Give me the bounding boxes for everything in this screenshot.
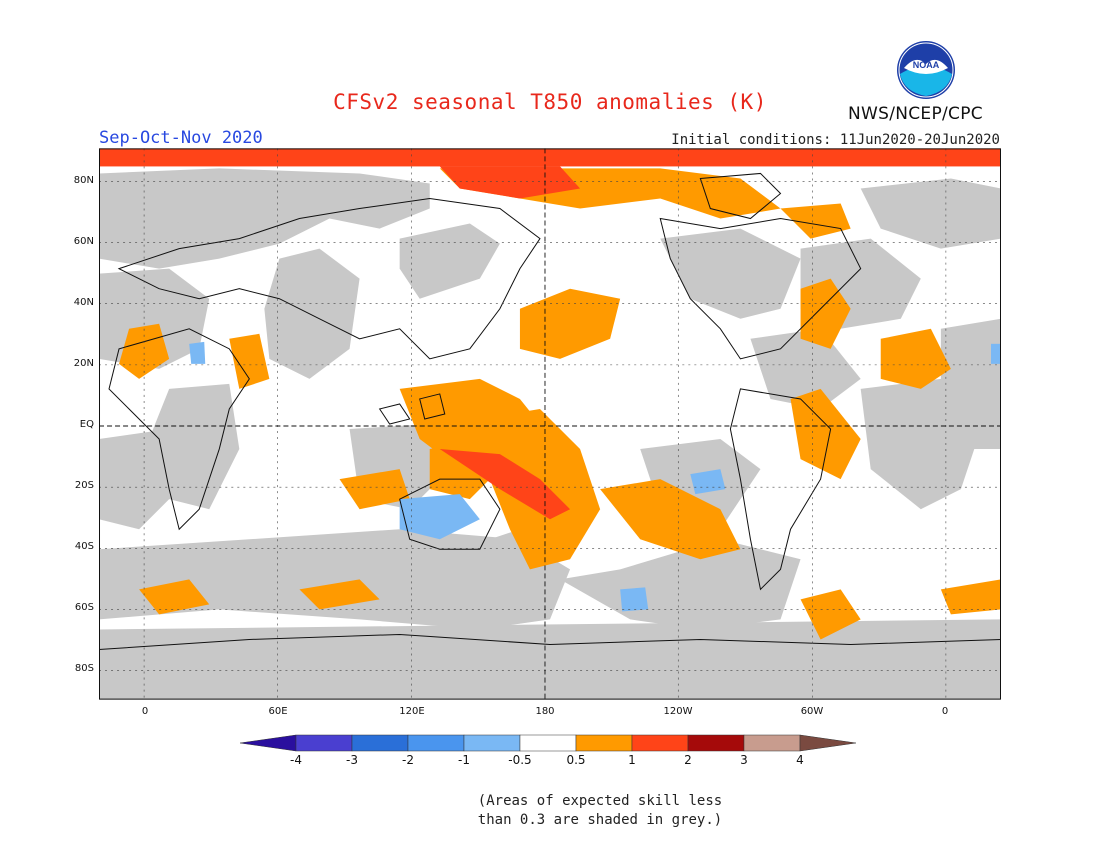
colorbar-segment [687, 734, 745, 752]
colorbar-segments [240, 734, 857, 752]
colorbar-tick-label: 4 [796, 753, 804, 767]
colorbar-segment [743, 734, 801, 752]
colorbar-tick-label: 3 [740, 753, 748, 767]
colorbar-segment [463, 734, 521, 752]
colorbar-segment [631, 734, 689, 752]
map-title: CFSv2 seasonal T850 anomalies (K) [333, 90, 767, 114]
lat-label: 80S [74, 663, 94, 674]
colorbar-tick-label: 1 [628, 753, 636, 767]
colorbar-segment [519, 734, 577, 752]
anomaly-map [99, 148, 1001, 700]
lat-label: 80N [73, 175, 94, 186]
colorbar-tick-label: -0.5 [508, 753, 532, 767]
reference-lines [99, 148, 1001, 700]
svg-text:NOAA: NOAA [913, 60, 940, 70]
season-label: Sep-Oct-Nov 2020 [99, 128, 263, 148]
colorbar-segment [407, 734, 465, 752]
colorbar-high-arrow [799, 734, 857, 752]
colorbar-segment [295, 734, 353, 752]
map-frame [99, 148, 1001, 700]
lon-label: 0 [141, 706, 149, 717]
agency-label: NWS/NCEP/CPC [848, 104, 983, 124]
colorbar-tick-label: -3 [346, 753, 358, 767]
skill-note: (Areas of expected skill less than 0.3 a… [430, 792, 770, 830]
initial-conditions: Initial conditions: 11Jun2020-20Jun2020 [671, 132, 1000, 148]
grid-lines [99, 148, 1001, 700]
lat-label: 20S [74, 480, 94, 491]
lat-label: 20N [73, 358, 94, 369]
lon-label: 60E [268, 706, 288, 717]
colorbar-low-arrow [240, 734, 297, 752]
colorbar [240, 734, 857, 752]
colorbar-tick-label: -4 [290, 753, 302, 767]
lon-label: 120E [399, 706, 425, 717]
lat-label: EQ [79, 419, 94, 430]
lat-label: 60S [74, 602, 94, 613]
lat-label: 40S [74, 541, 94, 552]
low-skill-grey-shading [99, 168, 1001, 700]
colorbar-tick-label: 2 [684, 753, 692, 767]
lon-label: 180 [535, 706, 555, 717]
colorbar-segment [575, 734, 633, 752]
colorbar-tick-label: -2 [402, 753, 414, 767]
lon-label: 120W [663, 706, 693, 717]
colorbar-tick-label: -1 [458, 753, 470, 767]
skill-note-line-1: (Areas of expected skill less [477, 793, 723, 809]
lon-label: 60W [800, 706, 824, 717]
skill-note-line-2: than 0.3 are shaded in grey.) [477, 812, 723, 828]
coastlines [99, 172, 1001, 651]
noaa-logo: NOAA [897, 41, 955, 99]
cool-anomaly-shading [189, 341, 1001, 612]
colorbar-tick-label: 0.5 [566, 753, 586, 767]
lat-label: 60N [73, 236, 94, 247]
lon-label: 0 [941, 706, 949, 717]
lat-label: 40N [73, 297, 94, 308]
colorbar-segment [351, 734, 409, 752]
